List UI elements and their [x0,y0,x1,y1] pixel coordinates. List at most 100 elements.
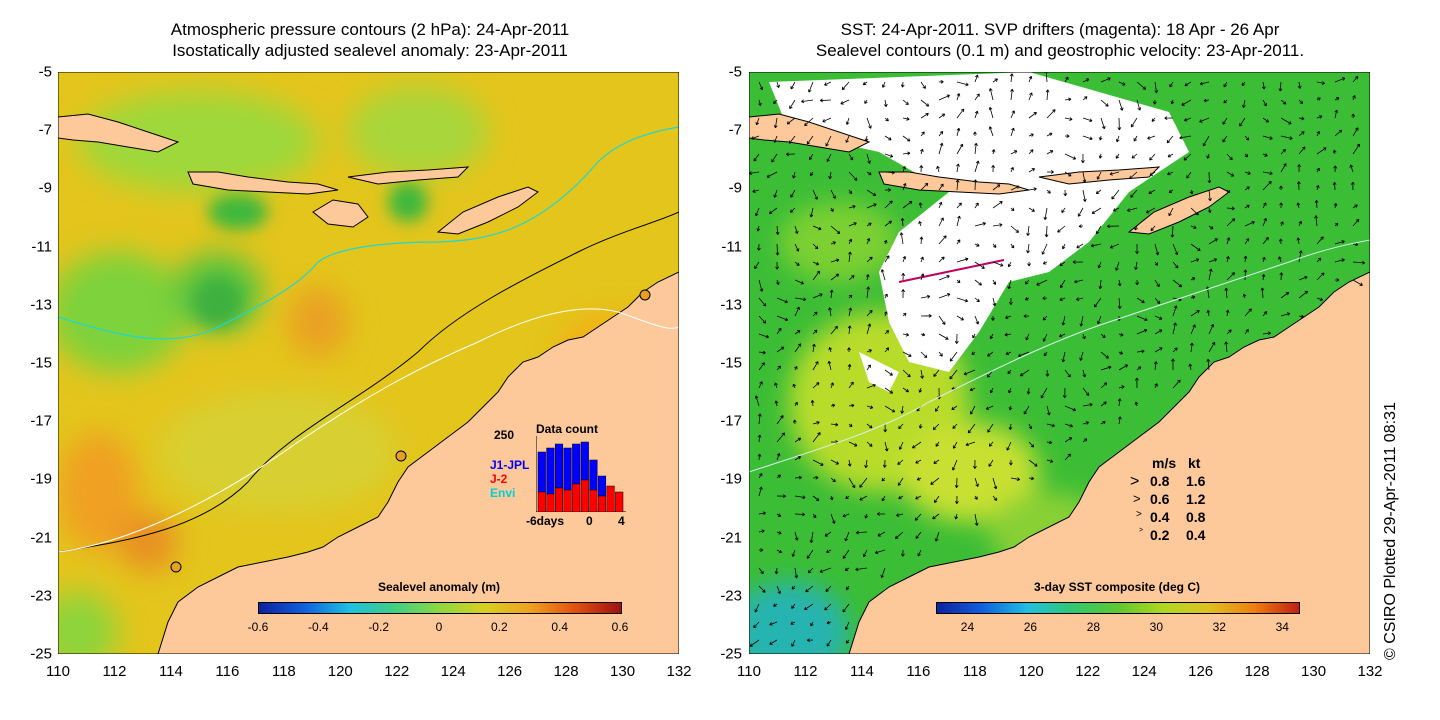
velocity-arrow [1244,135,1250,141]
velocity-arrow [1004,332,1012,337]
velocity-arrow [1172,347,1178,353]
velocity-arrow [880,269,886,281]
velocity-arrow [1079,315,1084,327]
velocity-arrow [1243,269,1248,281]
velocity-arrow [956,257,969,263]
velocity-arrow [1316,97,1321,101]
velocity-arrow [1023,314,1030,318]
velocity-arrow [884,200,893,209]
y-tick-label: -7 [728,121,742,139]
velocity-arrow [1154,81,1159,94]
velocity-arrow [1115,153,1120,159]
velocity-arrow [881,495,886,502]
velocity-arrow [1010,88,1014,101]
velocity-arrow [845,639,850,644]
station-marker [395,450,407,462]
x-tick-label: 118 [271,663,296,680]
velocity-arrow [1352,127,1359,137]
velocity-arrow [790,189,796,198]
velocity-arrow [776,549,783,554]
velocity-arrow [1279,185,1283,191]
y-tick-label: -13 [720,296,742,314]
y-tick-label: -13 [30,296,52,314]
velocity-arrow [918,387,923,393]
velocity-arrow [992,184,1001,191]
arrow-icon: > [1130,473,1140,490]
velocity-arrow [1082,171,1087,183]
velocity-arrow [1082,135,1093,141]
velocity-arrow [830,403,836,408]
velocity-arrow [1206,153,1210,159]
velocity-arrow [1172,279,1183,288]
velocity-arrow [901,272,906,281]
velocity-arrow [1154,347,1163,353]
velocity-arrow [1350,181,1355,191]
velocity-arrow [1298,290,1309,299]
velocity-arrow [809,171,814,176]
velocity-arrow [920,112,929,119]
velocity-arrow [930,477,940,485]
velocity-arrow [874,549,886,555]
velocity-arrow [830,241,836,245]
velocity-arrow [754,395,760,407]
velocity-arrow [830,189,836,199]
x-tick-label: 112 [793,663,818,680]
velocity-arrow [828,307,832,317]
velocity-arrow [884,220,892,227]
velocity-arrow [866,441,873,447]
velocity-arrow [865,274,870,281]
velocity-arrow [1042,315,1048,321]
velocity-arrow [1208,323,1215,335]
velocity-arrow [771,153,778,163]
velocity-arrow [756,243,761,251]
velocity-arrow [1118,99,1124,111]
velocity-arrow [1090,243,1102,248]
velocity-arrow [758,362,765,371]
velocity-arrow [920,256,924,263]
velocity-arrow [1352,218,1360,227]
velocity-arrow [1167,171,1174,176]
velocity-arrow [754,261,760,270]
velocity-arrow [1190,277,1196,281]
velocity-arrow [1167,153,1174,158]
velocity-arrow [1046,170,1054,174]
velocity-arrow [1076,243,1084,249]
x-tick-label: 112 [102,663,127,680]
velocity-arrow [755,117,760,126]
velocity-arrow [844,567,850,571]
velocity-arrow [844,531,850,542]
velocity-arrow [956,143,964,155]
velocity-arrow [1059,297,1066,302]
velocity-arrow [1028,459,1038,467]
velocity-arrow [758,511,766,516]
y-tick-label: -19 [30,470,52,488]
velocity-arrow [1028,111,1037,119]
velocity-arrow [1091,207,1102,214]
velocity-arrow [938,293,951,299]
velocity-arrow [1333,165,1338,173]
velocity-arrow [915,495,922,500]
velocity-arrow [794,512,806,517]
velocity-arrow [825,135,832,147]
velocity-arrow [791,549,796,557]
velocity-arrow [936,165,940,173]
right-colorbar-label: 3-day SST composite (deg C) [1033,580,1201,594]
velocity-arrow [786,117,796,125]
velocity-arrow [1127,207,1138,212]
velocity-arrow [884,405,896,413]
velocity-arrow [859,477,868,488]
velocity-arrow [1082,333,1086,340]
velocity-arrow [1298,314,1305,319]
velocity-arrow [1334,222,1339,227]
colorbar-tick-label: 0.2 [490,620,508,634]
velocity-arrow [956,239,961,245]
velocity-arrow [920,313,932,318]
inset-bar-j2 [606,485,615,512]
x-tick-label: 126 [1188,663,1214,680]
velocity-arrow [766,171,778,178]
left-colorbar-label: Sealevel anomaly (m) [377,580,501,594]
data-count-inset: 250 Data count J1-JPL J-2 Envi -6days 0 … [488,420,638,530]
velocity-arrow [934,495,940,503]
velocity-arrow [848,275,855,281]
velocity-arrow [794,437,802,443]
